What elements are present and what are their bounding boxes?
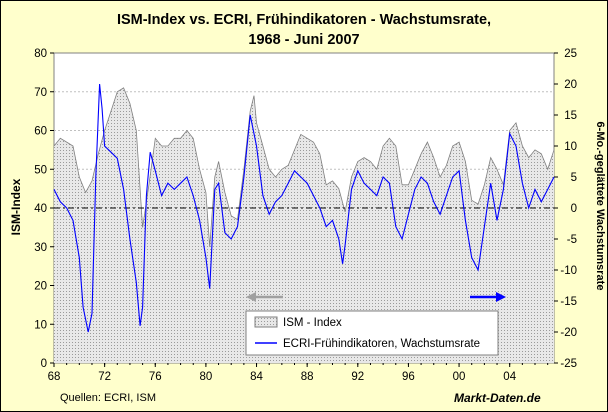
y-left-tick-label: 70 <box>34 87 47 99</box>
arrow-left-icon <box>246 292 283 302</box>
brand-label: Markt-Daten.de <box>454 391 541 405</box>
x-tick-label: 04 <box>503 371 516 383</box>
y-left-tick-label: 10 <box>34 319 47 331</box>
x-tick-label: 88 <box>301 371 314 383</box>
y-left-tick-label: 0 <box>41 358 47 370</box>
y-right-tick-label: 20 <box>564 79 577 91</box>
ecri-line <box>53 83 555 333</box>
x-tick-label: 68 <box>48 371 61 383</box>
source-note: Quellen: ECRI, ISM <box>60 392 156 404</box>
arrow-right-icon <box>470 292 506 302</box>
y-left-tick-label: 30 <box>34 242 47 254</box>
y-right-tick-label: 10 <box>564 141 577 153</box>
y-right-tick-label: -10 <box>560 265 577 277</box>
y-right-tick-label: 25 <box>564 48 577 60</box>
y-left-tick-label: 80 <box>34 48 47 60</box>
legend-ecri-label: ECRI-Frühindikatoren, Wachstumsrate <box>283 338 480 350</box>
legend-ism-label: ISM - Index <box>283 317 342 329</box>
legend-ism-swatch <box>254 316 278 328</box>
x-tick-label: 76 <box>149 371 162 383</box>
ism-area <box>54 87 554 364</box>
x-tick-label: 84 <box>250 371 263 383</box>
y-right-tick-label: 0 <box>571 203 577 215</box>
legend: ISM - Index ECRI-Frühindikatoren, Wachst… <box>245 310 499 356</box>
y-right-tick-label: -15 <box>560 296 577 308</box>
y-right-tick-label: -20 <box>560 327 577 339</box>
title-line-2: 1968 - Juni 2007 <box>248 32 360 48</box>
y-left-tick-label: 40 <box>34 203 47 215</box>
x-tick-label: 80 <box>200 371 213 383</box>
x-tick-label: 72 <box>98 371 111 383</box>
x-tick-label: 96 <box>402 371 415 383</box>
y-right-tick-label: 5 <box>571 172 577 184</box>
y-left-tick-label: 20 <box>34 281 47 293</box>
y-right-tick-label: -25 <box>560 358 577 370</box>
y-right-tick-label: 15 <box>564 110 577 122</box>
title-line-1: ISM-Index vs. ECRI, Frühindikatoren - Wa… <box>116 12 492 28</box>
chart-title: ISM-Index vs. ECRI, Frühindikatoren - Wa… <box>0 10 608 50</box>
x-tick-label: 92 <box>351 371 364 383</box>
ism-line <box>53 87 555 247</box>
y-left-tick-label: 60 <box>34 126 47 138</box>
x-tick-label: 00 <box>453 371 466 383</box>
y-right-tick-label: -5 <box>567 234 577 246</box>
y-left-tick-label: 50 <box>34 164 47 176</box>
